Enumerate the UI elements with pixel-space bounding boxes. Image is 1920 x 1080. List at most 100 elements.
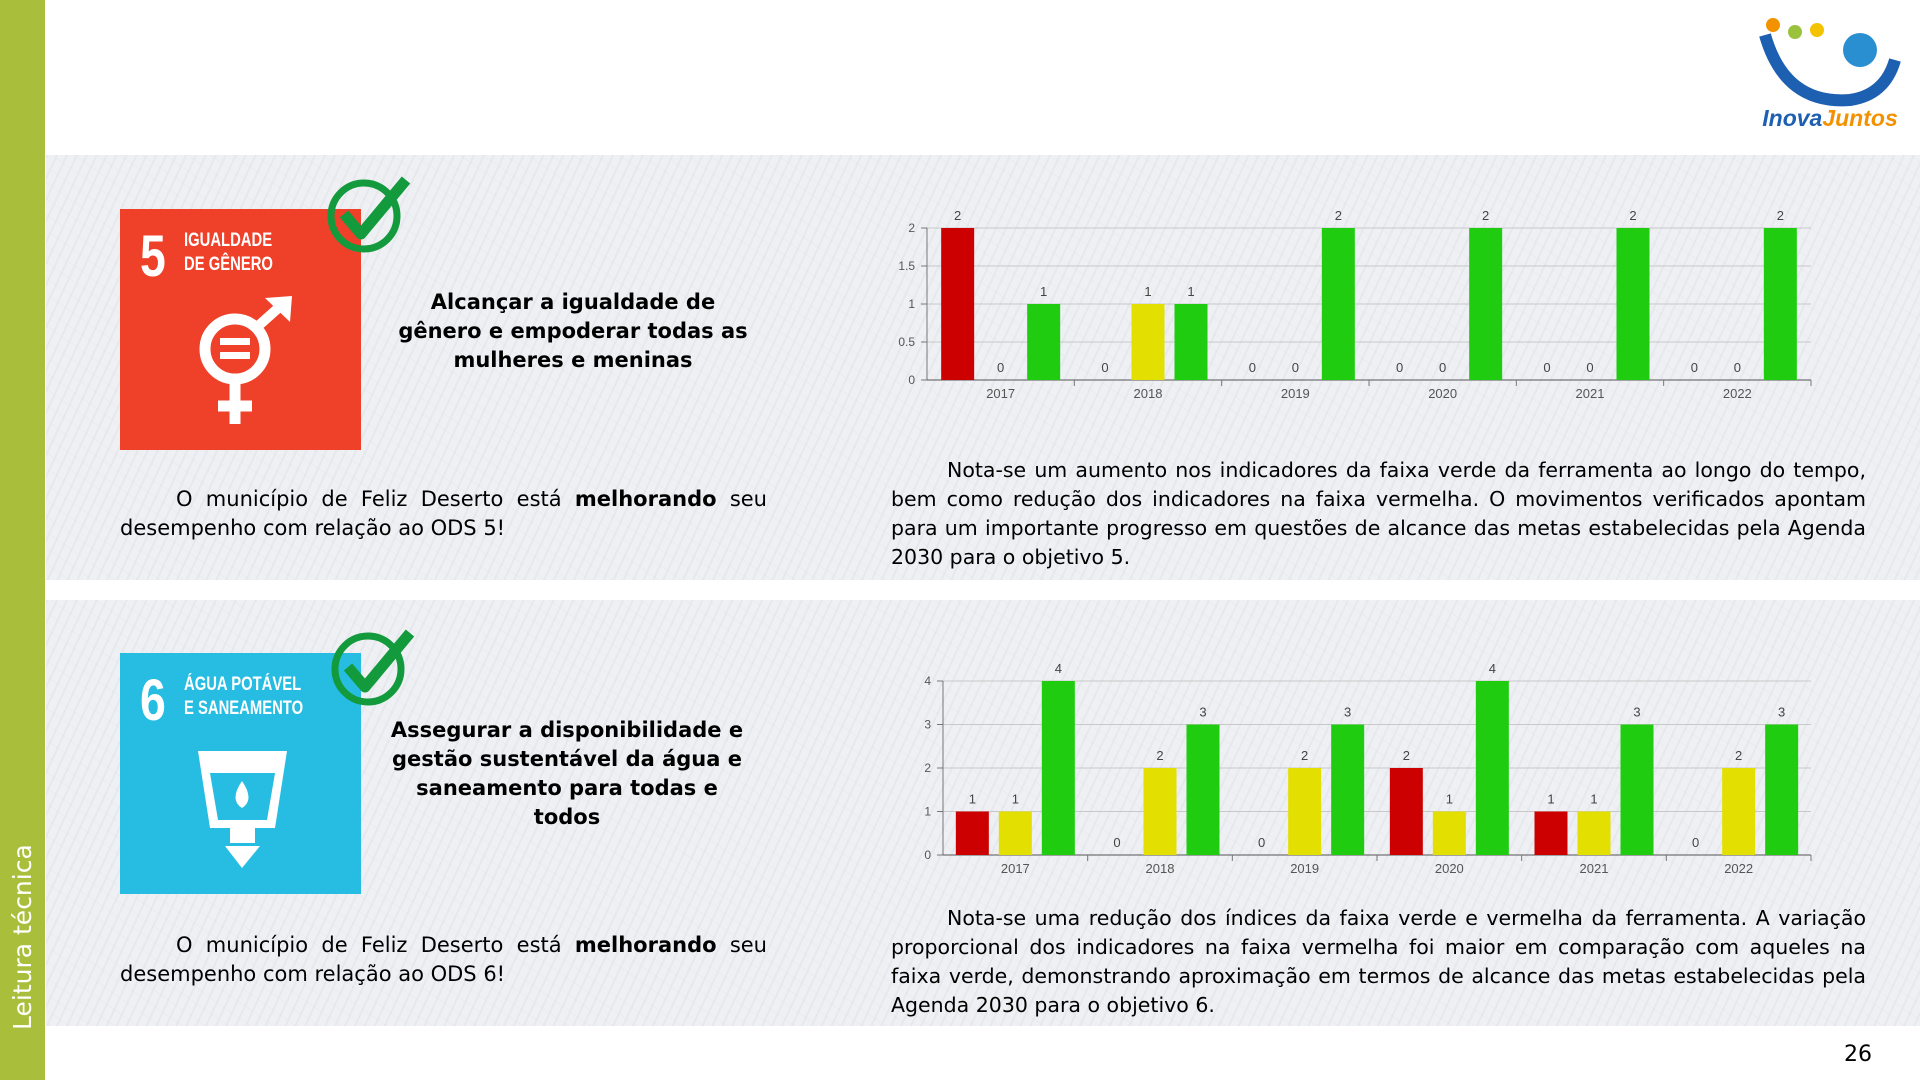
analysis-text: Nota-se uma redução dos índices da faixa… — [891, 906, 1866, 1017]
section-heading: Alcançar a igualdade de gênero e empoder… — [398, 290, 748, 372]
logo-part: Juntos — [1822, 105, 1897, 131]
sidebar: Leitura técnica — [0, 0, 45, 1080]
data-label: 2 — [1777, 208, 1784, 223]
sdg-title-line: DE GÊNERO — [184, 254, 273, 275]
data-label: 1 — [1547, 792, 1554, 807]
bar — [1763, 228, 1797, 380]
bar — [1174, 304, 1208, 380]
data-label: 0 — [1691, 360, 1698, 375]
sdg-title-line: E SANEAMENTO — [184, 698, 304, 719]
x-tick-label: 2018 — [1134, 386, 1163, 401]
data-label: 0 — [1258, 835, 1265, 850]
y-tick-label: 1 — [908, 297, 915, 311]
x-tick-label: 2021 — [1576, 386, 1605, 401]
x-tick-label: 2022 — [1723, 386, 1752, 401]
status-text: O município de Feliz Deserto está melhor… — [120, 485, 767, 543]
sdg-icon — [199, 296, 292, 424]
bar — [1389, 768, 1423, 855]
y-tick-label: 2 — [924, 761, 931, 775]
y-tick-label: 0 — [908, 373, 915, 387]
logo-dot — [1766, 18, 1780, 32]
data-label: 1 — [1187, 284, 1194, 299]
bar — [1616, 228, 1650, 380]
bar — [1186, 724, 1220, 855]
data-label: 0 — [1734, 360, 1741, 375]
bar — [955, 811, 989, 855]
bar — [1041, 681, 1075, 855]
data-label: 0 — [1113, 835, 1120, 850]
logo-part: Inova — [1762, 105, 1822, 131]
section-heading: Assegurar a disponibilidade e gestão sus… — [390, 718, 744, 829]
x-tick-label: 2020 — [1428, 386, 1457, 401]
y-tick-label: 2 — [908, 221, 915, 235]
bar — [1620, 724, 1654, 855]
data-label: 1 — [969, 792, 976, 807]
data-label: 3 — [1344, 705, 1351, 720]
logo-arc — [1759, 33, 1901, 107]
data-label: 2 — [1301, 748, 1308, 763]
status-emphasis: melhorando — [574, 933, 717, 957]
y-tick-label: 3 — [924, 718, 931, 732]
logo-dot — [1810, 23, 1824, 37]
data-label: 0 — [1586, 360, 1593, 375]
data-label: 2 — [954, 208, 961, 223]
data-label: 0 — [1292, 360, 1299, 375]
bar — [1331, 724, 1365, 855]
sdg-title: IGUALDADE DE GÊNERO — [184, 229, 273, 277]
data-label: 0 — [1439, 360, 1446, 375]
sdg-number: 6 — [140, 668, 166, 733]
sdg-tile: 5 IGUALDADE DE GÊNERO — [120, 209, 361, 450]
status-part: O município de Feliz Deserto está — [176, 487, 575, 511]
y-tick-label: 0 — [924, 848, 931, 862]
bar — [1469, 228, 1503, 380]
logo-text: InovaJuntos — [1762, 105, 1897, 131]
bar — [1432, 811, 1466, 855]
data-label: 1 — [1590, 792, 1597, 807]
bar — [1288, 768, 1322, 855]
bar — [1131, 304, 1165, 380]
bar — [941, 228, 975, 380]
status-part: O município de Feliz Deserto está — [176, 933, 575, 957]
status-part: seu desempenho com relação ao ODS 5! — [120, 487, 767, 540]
sdg-title-line: IGUALDADE — [184, 230, 273, 251]
bar — [998, 811, 1032, 855]
x-tick-label: 2021 — [1580, 861, 1609, 876]
x-tick-label: 2017 — [986, 386, 1015, 401]
data-label: 0 — [1543, 360, 1550, 375]
y-tick-label: 0.5 — [898, 335, 915, 349]
data-label: 2 — [1156, 748, 1163, 763]
data-label: 0 — [1249, 360, 1256, 375]
bar — [1765, 724, 1799, 855]
data-label: 4 — [1055, 661, 1062, 676]
data-label: 1 — [1144, 284, 1151, 299]
bar — [1577, 811, 1611, 855]
x-tick-label: 2022 — [1724, 861, 1753, 876]
logo-globe — [1843, 33, 1877, 67]
x-tick-label: 2020 — [1435, 861, 1464, 876]
sdg-number: 5 — [140, 224, 166, 289]
y-tick-label: 1.5 — [898, 259, 915, 273]
y-tick-label: 1 — [924, 805, 931, 819]
bar — [1321, 228, 1355, 380]
data-label: 2 — [1629, 208, 1636, 223]
status-part: seu desempenho com relação ao ODS 6! — [120, 933, 767, 986]
bar — [1143, 768, 1177, 855]
bar — [1475, 681, 1509, 855]
data-label: 2 — [1735, 748, 1742, 763]
sdg-title: ÁGUA POTÁVEL E SANEAMENTO — [184, 673, 303, 721]
data-label: 1 — [1040, 284, 1047, 299]
check-icon — [331, 629, 415, 706]
bar — [1027, 304, 1061, 380]
logo-dot — [1788, 25, 1802, 39]
x-tick-label: 2018 — [1146, 861, 1175, 876]
bar — [1722, 768, 1756, 855]
x-tick-label: 2017 — [1001, 861, 1030, 876]
data-label: 0 — [1692, 835, 1699, 850]
check-icon — [327, 176, 411, 253]
data-label: 4 — [1489, 661, 1496, 676]
y-tick-label: 4 — [924, 674, 931, 688]
data-label: 0 — [1101, 360, 1108, 375]
data-label: 1 — [1012, 792, 1019, 807]
